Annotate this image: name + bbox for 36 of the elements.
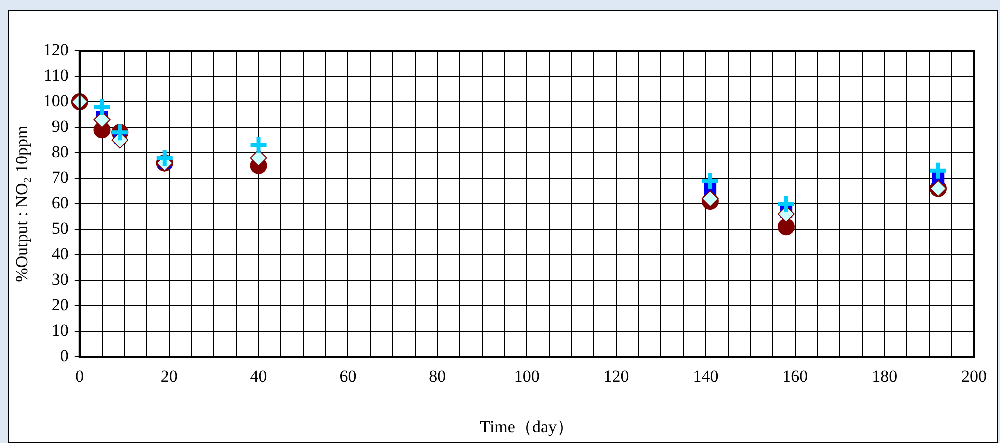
x-tick-label: 80 xyxy=(429,366,446,386)
point xyxy=(248,135,269,156)
point xyxy=(928,160,948,181)
x-tick-label: 180 xyxy=(872,366,898,386)
x-tick-label: 60 xyxy=(340,366,357,386)
y-tick-label: 110 xyxy=(44,66,69,85)
point xyxy=(702,190,719,208)
y-tick-label: 50 xyxy=(52,219,69,238)
x-tick-label: 120 xyxy=(604,366,630,386)
y-tick-label: 70 xyxy=(52,168,69,188)
point xyxy=(250,150,268,167)
y-tick-label: 0 xyxy=(60,346,69,366)
point xyxy=(92,97,112,118)
y-tick-label: 90 xyxy=(52,117,69,136)
y-tick-label: 100 xyxy=(43,92,69,110)
y-tick-label: 40 xyxy=(52,244,69,264)
x-tick-label: 0 xyxy=(76,366,84,386)
x-tick-label: 20 xyxy=(160,366,178,386)
point xyxy=(778,218,795,236)
x-tick-label: 40 xyxy=(250,366,268,386)
point xyxy=(700,171,720,192)
x-tick-label: 200 xyxy=(962,366,987,386)
y-tick-label: 10 xyxy=(52,321,69,340)
y-tick-label: 120 xyxy=(43,40,69,60)
y-tick-label: 30 xyxy=(52,270,69,290)
point xyxy=(94,111,111,128)
y-tick-label: 80 xyxy=(52,142,69,162)
x-axis-title: Time（day） xyxy=(480,417,574,436)
point xyxy=(154,148,175,168)
y-tick-label: 20 xyxy=(52,296,69,315)
x-tick-label: 140 xyxy=(693,366,719,386)
point xyxy=(776,194,796,214)
y-tick-label: 60 xyxy=(52,194,69,213)
x-tick-label: 160 xyxy=(782,366,808,386)
x-tick-label: 100 xyxy=(514,366,540,386)
y-axis-title: %Output : NO₂ 10ppm xyxy=(12,126,32,282)
